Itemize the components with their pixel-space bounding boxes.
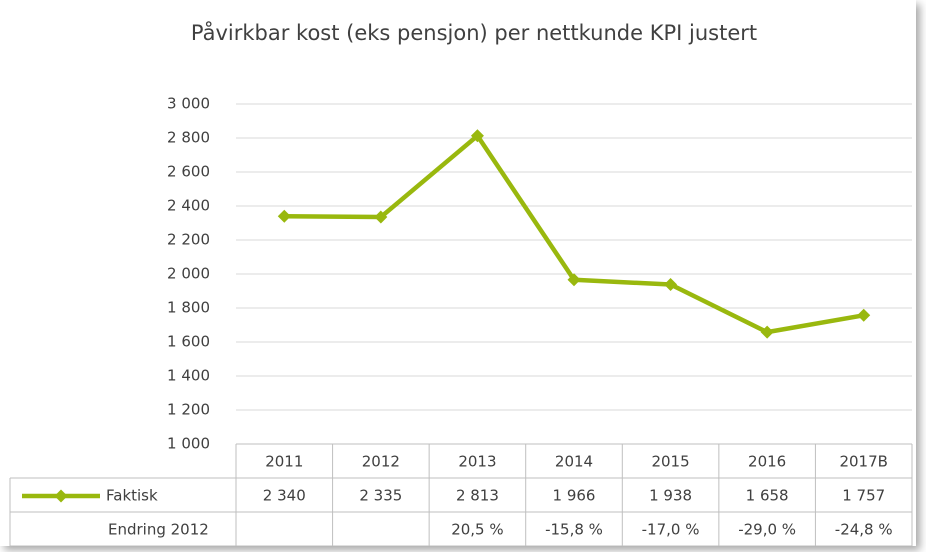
table-cell: -29,0 % — [738, 521, 796, 539]
table-cell: 20,5 % — [451, 521, 503, 539]
legend-label: Faktisk — [106, 487, 158, 505]
marker — [277, 209, 291, 223]
table-cell: 1 658 — [746, 487, 789, 505]
x-tick-label: 2012 — [362, 453, 400, 471]
table-cell: 2 340 — [263, 487, 306, 505]
legend-key-marker — [54, 489, 68, 503]
y-tick-label: 2 800 — [167, 129, 210, 147]
marker — [857, 308, 871, 322]
table-cell: 2 335 — [359, 487, 402, 505]
y-tick-label: 1 200 — [167, 401, 210, 419]
y-tick-label: 2 000 — [167, 265, 210, 283]
x-tick-label: 2016 — [748, 453, 786, 471]
y-tick-label: 2 600 — [167, 163, 210, 181]
table-cell: -24,8 % — [835, 521, 893, 539]
table-cell: -15,8 % — [545, 521, 603, 539]
x-tick-label: 2013 — [458, 453, 496, 471]
x-tick-label: 2014 — [555, 453, 593, 471]
marker — [760, 325, 774, 339]
y-tick-label: 2 200 — [167, 231, 210, 249]
table-cell: 1 966 — [553, 487, 596, 505]
y-tick-label: 1 000 — [167, 435, 210, 453]
chart: Påvirkbar kost (eks pensjon) per nettkun… — [9, 20, 913, 546]
table-cell: 1 757 — [842, 487, 885, 505]
series-line — [284, 133, 865, 335]
x-tick-label: 2011 — [265, 453, 303, 471]
table-cell: 1 938 — [649, 487, 692, 505]
marker — [470, 129, 484, 143]
y-tick-label: 1 400 — [167, 367, 210, 385]
x-tick-label: 2015 — [651, 453, 689, 471]
y-tick-label: 3 000 — [167, 95, 210, 113]
table-cell: -17,0 % — [642, 521, 700, 539]
y-tick-label: 1 600 — [167, 333, 210, 351]
marker — [374, 210, 388, 224]
y-tick-label: 1 800 — [167, 299, 210, 317]
chart-area: Påvirkbar kost (eks pensjon) per nettkun… — [9, 20, 913, 546]
marker — [664, 278, 678, 292]
marker — [567, 273, 581, 287]
row-label: Endring 2012 — [108, 521, 209, 539]
chart-title: Påvirkbar kost (eks pensjon) per nettkun… — [191, 20, 757, 45]
x-tick-label: 2017B — [839, 453, 887, 471]
table-cell: 2 813 — [456, 487, 499, 505]
y-tick-label: 2 400 — [167, 197, 210, 215]
